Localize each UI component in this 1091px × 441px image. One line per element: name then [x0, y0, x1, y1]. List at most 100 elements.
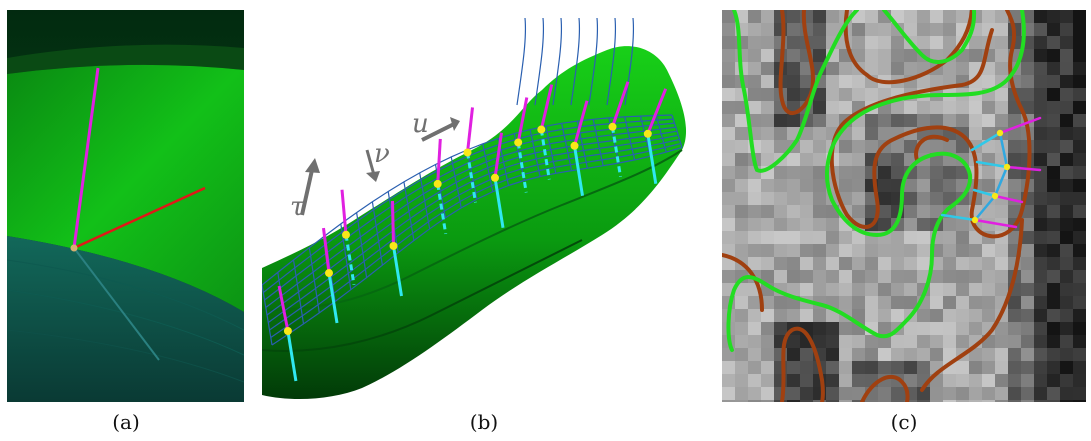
image-pixel [800, 361, 813, 374]
image-pixel [878, 36, 891, 49]
image-pixel [1073, 75, 1086, 88]
image-pixel [1008, 374, 1021, 387]
image-pixel [1060, 88, 1073, 101]
image-pixel [930, 36, 943, 49]
image-pixel [995, 257, 1008, 270]
image-pixel [956, 205, 969, 218]
image-pixel [904, 270, 917, 283]
image-pixel [839, 244, 852, 257]
image-pixel [943, 192, 956, 205]
image-pixel [826, 283, 839, 296]
image-pixel [865, 127, 878, 140]
image-pixel [826, 231, 839, 244]
image-pixel [852, 244, 865, 257]
normal-spoke [277, 285, 290, 332]
image-pixel [1008, 127, 1021, 140]
image-pixel [852, 361, 865, 374]
spoke-vectors [277, 81, 668, 382]
image-pixel [969, 231, 982, 244]
image-pixel [995, 244, 1008, 257]
image-pixel [826, 62, 839, 75]
image-pixel [761, 36, 774, 49]
image-pixel [982, 10, 995, 23]
image-pixel [852, 348, 865, 361]
image-pixel [748, 335, 761, 348]
image-pixel [722, 10, 735, 23]
image-pixel [735, 192, 748, 205]
image-pixel [787, 387, 800, 400]
image-pixel [1008, 348, 1021, 361]
image-pixel [956, 400, 969, 402]
image-pixel [865, 296, 878, 309]
image-pixel [748, 309, 761, 322]
image-pixel [774, 322, 787, 335]
tau-arrow [300, 158, 320, 216]
image-pixel [813, 205, 826, 218]
image-pixel [735, 283, 748, 296]
image-pixel [904, 400, 917, 402]
image-pixel [787, 114, 800, 127]
image-pixel [1073, 101, 1086, 114]
image-pixel [787, 400, 800, 402]
vertex-point [491, 173, 499, 182]
image-pixel [904, 335, 917, 348]
image-pixel [865, 244, 878, 257]
image-pixel [943, 101, 956, 114]
image-pixel [943, 257, 956, 270]
image-pixel [774, 257, 787, 270]
image-pixel [826, 101, 839, 114]
image-pixel [1073, 231, 1086, 244]
image-pixel [774, 205, 787, 218]
image-pixel [891, 296, 904, 309]
image-pixel [969, 283, 982, 296]
image-pixel [839, 257, 852, 270]
image-pixel [878, 166, 891, 179]
image-pixel [761, 387, 774, 400]
image-pixel [800, 270, 813, 283]
image-pixel [917, 192, 930, 205]
image-pixel [995, 283, 1008, 296]
image-pixel [917, 10, 930, 23]
image-pixel [1060, 166, 1073, 179]
image-pixel [917, 166, 930, 179]
image-pixel [1060, 10, 1073, 23]
image-pixel [1034, 153, 1047, 166]
image-pixel [1034, 218, 1047, 231]
image-pixel [930, 205, 943, 218]
image-pixel [1073, 192, 1086, 205]
image-pixel [722, 257, 735, 270]
normal-spoke [646, 88, 668, 135]
image-pixel [930, 335, 943, 348]
image-pixel [1034, 309, 1047, 322]
image-pixel [1021, 62, 1034, 75]
grid-line [308, 247, 320, 313]
image-pixel [930, 387, 943, 400]
image-pixel [800, 218, 813, 231]
image-pixel [969, 244, 982, 257]
tangent-vector [73, 186, 206, 250]
image-pixel [813, 244, 826, 257]
image-pixel [904, 49, 917, 62]
image-pixel [787, 335, 800, 348]
image-pixel [1008, 179, 1021, 192]
image-pixel [761, 88, 774, 101]
image-pixel [787, 75, 800, 88]
image-pixel [1060, 101, 1073, 114]
image-pixel [761, 153, 774, 166]
image-pixel [904, 283, 917, 296]
image-pixel [1073, 140, 1086, 153]
image-pixel [839, 101, 852, 114]
image-pixel [761, 179, 774, 192]
image-pixel [1073, 374, 1086, 387]
image-pixel [930, 166, 943, 179]
image-pixel [891, 49, 904, 62]
image-pixel [917, 309, 930, 322]
image-pixel [891, 153, 904, 166]
vertex-point [70, 244, 78, 252]
normal-spoke [539, 84, 554, 130]
image-pixel [1034, 335, 1047, 348]
image-pixel [722, 400, 735, 402]
image-pixel [1008, 140, 1021, 153]
panel-a-image [7, 10, 244, 402]
image-pixel [1060, 309, 1073, 322]
